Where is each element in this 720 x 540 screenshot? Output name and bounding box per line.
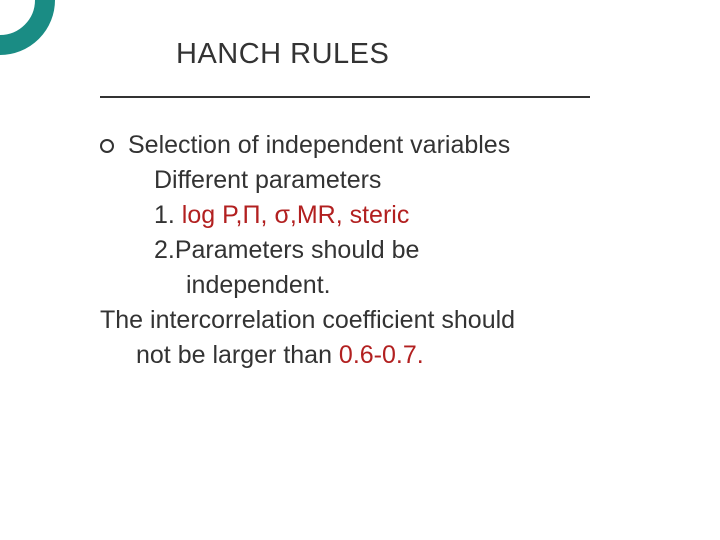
footer-text: not be larger than [136,341,339,369]
body-line: 1. log P,Π, σ,MR, steric [100,198,690,233]
title-underline [100,96,590,98]
body-line: Different parameters [100,163,690,198]
corner-ring-accent [0,0,55,55]
footer-line: not be larger than 0.6-0.7. [100,338,690,373]
body-line: 2.Parameters should be [100,233,690,268]
body-line: independent. [100,268,690,303]
slide-body: Selection of independent variables Diffe… [100,128,690,373]
bullet-item: Selection of independent variables [100,128,690,163]
circle-bullet-icon [100,139,114,153]
highlight-text: log P,Π, σ,MR, steric [182,201,410,229]
list-number: 1. [154,201,182,229]
footer-line: The intercorrelation coefficient should [100,303,690,338]
highlight-text: 0.6-0.7. [339,341,424,369]
slide-title: HANCH RULES [176,38,389,71]
bullet-text: Selection of independent variables [128,128,690,163]
